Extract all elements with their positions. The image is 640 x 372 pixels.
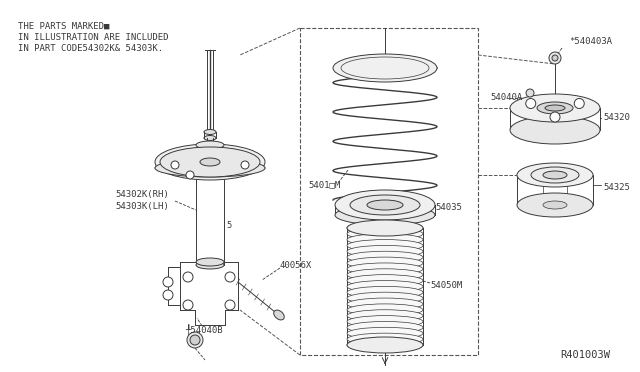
Circle shape [552,55,558,61]
Circle shape [550,112,560,122]
Ellipse shape [274,310,284,320]
Ellipse shape [335,190,435,220]
Ellipse shape [347,240,423,251]
Ellipse shape [543,201,567,209]
Ellipse shape [155,159,265,177]
Text: 54040A: 54040A [490,93,522,103]
Ellipse shape [200,158,220,166]
Ellipse shape [377,222,393,228]
Text: 54035: 54035 [435,202,462,212]
Ellipse shape [510,116,600,144]
Ellipse shape [155,144,265,180]
Circle shape [187,332,203,348]
Ellipse shape [531,167,579,183]
Ellipse shape [517,163,593,187]
Ellipse shape [347,263,423,275]
Ellipse shape [204,135,216,141]
Text: ╀54040B: ╀54040B [185,325,223,336]
Ellipse shape [510,94,600,122]
Ellipse shape [347,228,423,240]
Text: 5: 5 [226,221,231,230]
Text: 5401□M: 5401□M [308,180,340,189]
Ellipse shape [204,129,216,135]
Ellipse shape [347,246,423,257]
Ellipse shape [347,257,423,269]
Circle shape [183,272,193,282]
Ellipse shape [347,269,423,281]
Ellipse shape [537,102,573,114]
Circle shape [549,52,561,64]
Circle shape [225,272,235,282]
Ellipse shape [347,220,423,236]
Text: 54050M: 54050M [430,280,462,289]
Circle shape [225,300,235,310]
Ellipse shape [347,234,423,246]
Ellipse shape [347,280,423,292]
Ellipse shape [347,292,423,304]
Circle shape [171,161,179,169]
Ellipse shape [347,298,423,310]
Ellipse shape [347,339,423,351]
Ellipse shape [543,171,567,179]
Ellipse shape [335,205,435,225]
Circle shape [163,290,173,300]
Text: THE PARTS MARKED■: THE PARTS MARKED■ [18,22,109,31]
Text: 40056X: 40056X [280,260,312,269]
Circle shape [525,99,536,109]
Text: 54302K(RH): 54302K(RH) [115,190,169,199]
Ellipse shape [347,315,423,328]
Ellipse shape [347,275,423,287]
Ellipse shape [367,200,403,210]
Ellipse shape [347,286,423,298]
Text: *540403A: *540403A [569,38,612,46]
Circle shape [574,99,584,109]
Ellipse shape [347,222,423,234]
Ellipse shape [347,310,423,322]
Ellipse shape [333,54,437,82]
Ellipse shape [196,258,224,266]
Circle shape [241,161,249,169]
Ellipse shape [196,141,224,149]
Text: IN ILLUSTRATION ARE INCLUDED: IN ILLUSTRATION ARE INCLUDED [18,33,168,42]
Circle shape [190,335,200,345]
Ellipse shape [347,321,423,333]
Ellipse shape [347,333,423,345]
Ellipse shape [545,105,565,111]
Ellipse shape [347,251,423,263]
Circle shape [186,171,194,179]
Ellipse shape [196,261,224,269]
Ellipse shape [517,193,593,217]
Text: 54320: 54320 [603,113,630,122]
Ellipse shape [347,337,423,353]
Ellipse shape [350,195,420,215]
Text: IN PART CODE54302K& 54303K.: IN PART CODE54302K& 54303K. [18,44,163,53]
Circle shape [526,89,534,97]
Text: 54325: 54325 [603,183,630,192]
Text: 54303K(LH): 54303K(LH) [115,202,169,212]
Circle shape [163,277,173,287]
Ellipse shape [160,147,260,177]
Ellipse shape [347,327,423,339]
Circle shape [183,300,193,310]
Bar [300,28,478,355]
Text: R401003W: R401003W [560,350,610,360]
Ellipse shape [347,304,423,316]
